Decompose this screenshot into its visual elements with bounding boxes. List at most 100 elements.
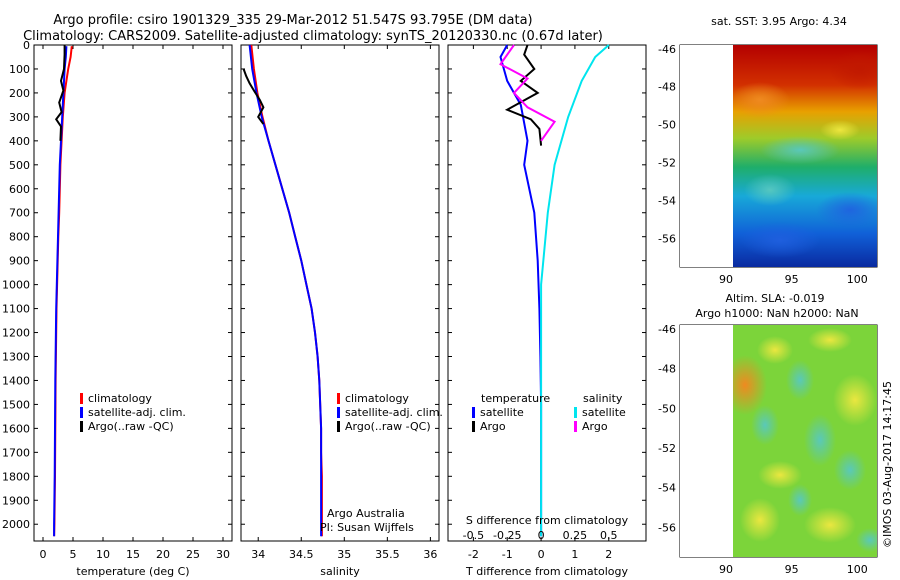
legend-label: satellite	[480, 406, 524, 419]
x-tick-label: 34.5	[289, 548, 314, 561]
legend-label: Argo(..raw -QC)	[345, 420, 431, 433]
x-axis-label-temperature: temperature (deg C)	[76, 565, 189, 578]
map-y-tick-label: -46	[658, 43, 676, 56]
map-x-tick-label: 95	[785, 273, 799, 286]
legend-swatch	[337, 421, 340, 432]
x-tick-label: 5	[70, 548, 77, 561]
map-x-tick-label: 95	[785, 563, 799, 576]
x-tick-label: 34	[251, 548, 265, 561]
y-tick-label: 1700	[2, 446, 30, 459]
series-line-difference-2	[540, 44, 610, 537]
x-tick-label: 35	[337, 548, 351, 561]
x-tick-label: 35.5	[375, 548, 400, 561]
y-tick-label: 1400	[2, 374, 30, 387]
y-tick-label: 2000	[2, 518, 30, 531]
legend-label: Argo(..raw -QC)	[88, 420, 174, 433]
map-x-tick-label: 90	[719, 563, 733, 576]
credit-text: ©IMOS 03-Aug-2017 14:17:45	[881, 381, 894, 548]
map-y-tick-label: -48	[658, 81, 676, 94]
plot-frame-temperature	[33, 44, 233, 542]
x-tick-label: 30	[216, 548, 230, 561]
x-tick-label: 0	[40, 548, 47, 561]
series-line-difference-0	[499, 44, 543, 537]
map-x-tick-label: 100	[847, 563, 868, 576]
y-tick-label: 500	[9, 159, 30, 172]
legend-swatch	[80, 421, 83, 432]
y-tick-label: 800	[9, 231, 30, 244]
y-tick-label: 1200	[2, 327, 30, 340]
sla-map-title-line-1: Altim. SLA: -0.019	[725, 292, 824, 305]
y-tick-label: 1000	[2, 279, 30, 292]
legend-label: climatology	[345, 392, 409, 405]
map-x-tick-label: 100	[847, 273, 868, 286]
map-y-tick-label: -46	[658, 323, 676, 336]
sst-map-panel	[680, 45, 877, 267]
legend-swatch	[337, 407, 340, 418]
x-tick-label: -1	[502, 548, 513, 561]
map-y-tick-label: -56	[658, 233, 676, 246]
y-tick-label: 1100	[2, 303, 30, 316]
legend-swatch	[472, 407, 475, 418]
map-y-tick-label: -52	[658, 157, 676, 170]
legend-difference: temperature salinitysatelliteArgosatellit…	[472, 392, 626, 433]
s-tick-label: 0.5	[600, 529, 618, 542]
x-tick-label: 10	[96, 548, 110, 561]
map-y-tick-label: -54	[658, 195, 676, 208]
y-tick-label: 600	[9, 183, 30, 196]
legend-label: Argo	[480, 420, 506, 433]
series-line-salinity-2	[242, 68, 265, 125]
y-tick-label: 100	[9, 63, 30, 76]
sla-field-texture	[733, 328, 877, 552]
y-tick-label: 400	[9, 135, 30, 148]
sst-map-title: sat. SST: 3.95 Argo: 4.34	[711, 15, 847, 28]
map-y-tick-label: -48	[658, 363, 676, 376]
map-y-tick-label: -52	[658, 442, 676, 455]
series-line-difference-1	[504, 44, 543, 146]
annotation-line-1: Argo Australia	[327, 507, 405, 520]
legend-label: Argo	[582, 420, 608, 433]
legend-swatch	[574, 407, 577, 418]
plot-frame-salinity	[240, 44, 440, 542]
x-tick-label: 1	[571, 548, 578, 561]
y-tick-label: 300	[9, 111, 30, 124]
s-tick-label: 0.25	[563, 529, 588, 542]
y-tick-label: 700	[9, 207, 30, 220]
map-y-tick-label: -50	[658, 119, 676, 132]
x-tick-label: 0	[538, 548, 545, 561]
legend-swatch	[80, 407, 83, 418]
sst-field-texture	[733, 50, 877, 258]
series-line-salinity-1	[248, 44, 323, 537]
x-tick-label: 20	[156, 548, 170, 561]
legend-label: climatology	[88, 392, 152, 405]
y-tick-label: 200	[9, 87, 30, 100]
panel-temperature: 0 100 200 300 400 500 600 700 800 900 1000 1100 1200…	[2, 39, 233, 578]
y-tick-label: 1600	[2, 422, 30, 435]
sla-map-title-line-2: Argo h1000: NaN h2000: NaN	[695, 307, 858, 320]
legend-label: satellite-adj. clim.	[88, 406, 186, 419]
plot-frame-difference	[447, 44, 647, 542]
figure-title-line-1: Argo profile: csiro 1901329_335 29-Mar-2…	[53, 13, 533, 28]
x-tick-label: 25	[186, 548, 200, 561]
map-y-tick-label: -56	[658, 521, 676, 534]
legend-swatch	[574, 421, 577, 432]
panel-salinity: 34 34.5 35 35.5 36 salinity	[240, 44, 440, 578]
map-x-tick-label: 90	[719, 273, 733, 286]
panel-difference: -2 -1 0 1 2 T difference from climatology	[447, 44, 647, 578]
legend-swatch	[472, 421, 475, 432]
legend-swatch	[80, 393, 83, 404]
x-axis-label-salinity: salinity	[320, 565, 360, 578]
x-tick-label: 15	[126, 548, 140, 561]
legend-label: satellite	[582, 406, 626, 419]
x-axis-label-top-difference: S difference from climatology	[466, 514, 629, 527]
x-tick-label: -2	[468, 548, 479, 561]
y-tick-label: 1900	[2, 494, 30, 507]
x-tick-label: 36	[423, 548, 437, 561]
x-axis-label-difference: T difference from climatology	[465, 565, 628, 578]
s-tick-label: -0.25	[493, 529, 521, 542]
map-y-tick-label: -54	[658, 482, 676, 495]
map-y-tick-label: -50	[658, 402, 676, 415]
legend-title-temperature: temperature	[481, 392, 550, 405]
y-tick-label: 900	[9, 255, 30, 268]
